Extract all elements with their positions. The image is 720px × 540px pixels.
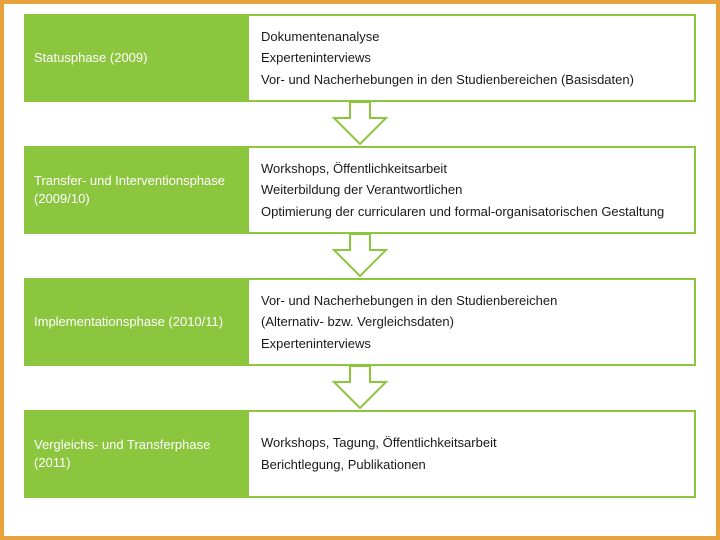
content-line: Berichtlegung, Publikationen: [261, 456, 682, 474]
content-line: Workshops, Öffentlichkeitsarbeit: [261, 160, 682, 178]
arrow-1: [24, 102, 696, 146]
phase-content-4: Workshops, Tagung, Öffentlichkeitsarbeit…: [249, 412, 694, 496]
phase-label-2: Transfer- und Interventionsphase (2009/1…: [24, 146, 249, 234]
phase-block-4: Vergleichs- und Transferphase (2011) Wor…: [24, 410, 696, 498]
phase-block-2: Transfer- und Interventionsphase (2009/1…: [24, 146, 696, 234]
arrow-down-icon: [330, 102, 390, 146]
arrow-down-icon: [330, 234, 390, 278]
arrow-2: [24, 234, 696, 278]
content-line: Workshops, Tagung, Öffentlichkeitsarbeit: [261, 434, 682, 452]
content-line: Vor- und Nacherhebungen in den Studienbe…: [261, 292, 682, 310]
phase-content-2: Workshops, Öffentlichkeitsarbeit Weiterb…: [249, 148, 694, 232]
arrow-3: [24, 366, 696, 410]
phase-label-3: Implementationsphase (2010/11): [24, 278, 249, 366]
outer-frame: Statusphase (2009) Dokumentenanalyse Exp…: [0, 0, 720, 540]
content-line: Weiterbildung der Verantwortlichen: [261, 181, 682, 199]
arrow-down-icon: [330, 366, 390, 410]
phase-label-1: Statusphase (2009): [24, 14, 249, 102]
phase-label-4: Vergleichs- und Transferphase (2011): [24, 410, 249, 498]
diagram-canvas: Statusphase (2009) Dokumentenanalyse Exp…: [24, 14, 696, 526]
phase-label-text: Statusphase (2009): [34, 49, 147, 67]
phase-block-1: Statusphase (2009) Dokumentenanalyse Exp…: [24, 14, 696, 102]
phase-content-3: Vor- und Nacherhebungen in den Studienbe…: [249, 280, 694, 364]
phase-label-text: Transfer- und Interventionsphase (2009/1…: [34, 172, 237, 207]
phase-content-1: Dokumentenanalyse Experteninterviews Vor…: [249, 16, 694, 100]
content-line: Optimierung der curricularen und formal-…: [261, 203, 682, 221]
phase-label-text: Vergleichs- und Transferphase (2011): [34, 436, 237, 471]
phase-block-3: Implementationsphase (2010/11) Vor- und …: [24, 278, 696, 366]
content-line: Vor- und Nacherhebungen in den Studienbe…: [261, 71, 682, 89]
content-line: Experteninterviews: [261, 49, 682, 67]
phase-label-text: Implementationsphase (2010/11): [34, 313, 223, 331]
content-line: Dokumentenanalyse: [261, 28, 682, 46]
content-line: (Alternativ- bzw. Vergleichsdaten): [261, 313, 682, 331]
content-line: Experteninterviews: [261, 335, 682, 353]
